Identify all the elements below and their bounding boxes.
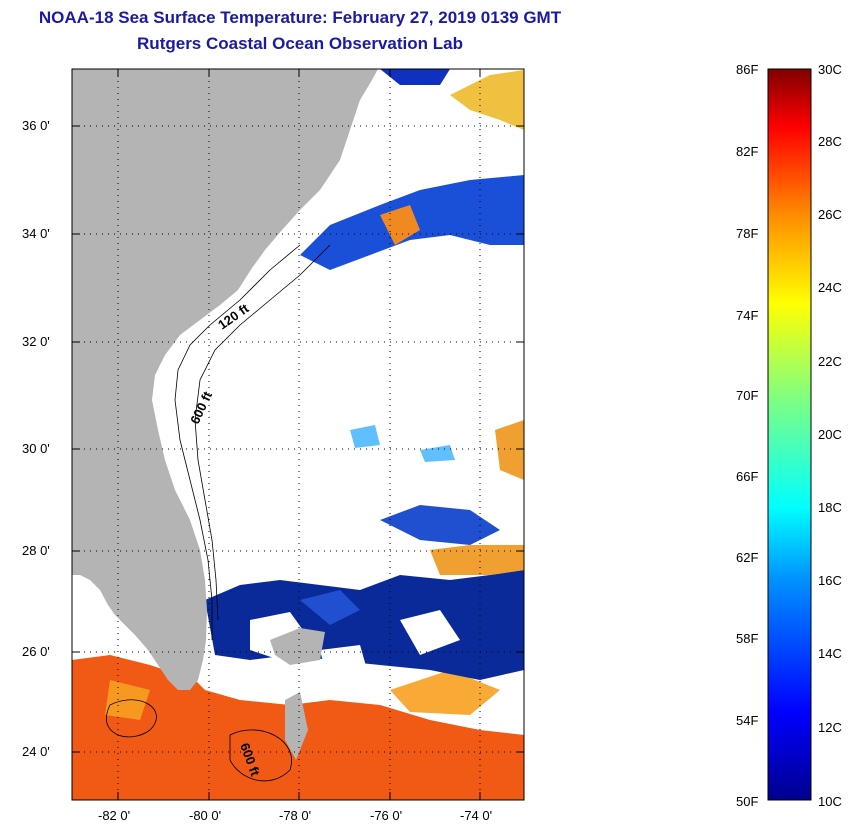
lon-label: -80 0' xyxy=(189,808,221,823)
colorbar-f-label: 62F xyxy=(736,550,758,565)
colorbar-c-label: 12C xyxy=(818,720,842,735)
colorbar-c-label: 22C xyxy=(818,354,842,369)
orange-patches-east xyxy=(430,420,524,575)
color-bar xyxy=(767,68,812,801)
land-mainland xyxy=(72,69,378,690)
lon-label: -82 0' xyxy=(98,808,130,823)
mid-patches xyxy=(350,425,455,462)
land-bahamas xyxy=(270,628,325,760)
warm-patch-north xyxy=(380,205,420,245)
lon-label: -76 0' xyxy=(370,808,402,823)
lon-label: -78 0' xyxy=(279,808,311,823)
lat-label: 34 0' xyxy=(22,226,50,241)
colorbar-f-label: 54F xyxy=(736,713,758,728)
colorbar-c-label: 26C xyxy=(818,207,842,222)
lat-label: 30 0' xyxy=(22,441,50,456)
lat-label: 24 0' xyxy=(22,744,50,759)
colorbar-f-label: 70F xyxy=(736,388,758,403)
colorbar-c-label: 16C xyxy=(818,573,842,588)
colorbar-f-label: 82F xyxy=(736,144,758,159)
colorbar-c-label: 24C xyxy=(818,280,842,295)
colorbar-c-label: 30C xyxy=(818,62,842,77)
colorbar-f-label: 78F xyxy=(736,226,758,241)
colorbar-f-label: 66F xyxy=(736,469,758,484)
axis-ticks xyxy=(72,69,524,800)
colorbar-f-label: 74F xyxy=(736,308,758,323)
map-subtitle: Rutgers Coastal Ocean Observation Lab xyxy=(137,34,463,53)
bathymetry-contours xyxy=(106,244,331,782)
ne-corner-warm xyxy=(450,70,524,130)
colorbar-f-label: 86F xyxy=(736,62,758,77)
lat-label: 32 0' xyxy=(22,334,50,349)
lon-label: -74 0' xyxy=(460,808,492,823)
map-title: NOAA-18 Sea Surface Temperature: Februar… xyxy=(38,8,562,27)
blue-patches xyxy=(300,505,500,625)
lat-label: 36 0' xyxy=(22,118,50,133)
lat-label: 28 0' xyxy=(22,543,50,558)
colorbar-c-label: 10C xyxy=(818,794,842,809)
colorbar-c-label: 20C xyxy=(818,427,842,442)
colorbar-f-label: 58F xyxy=(736,631,758,646)
colorbar-c-label: 18C xyxy=(818,500,842,515)
colorbar-f-label: 50F xyxy=(736,794,758,809)
ne-corner-cold xyxy=(380,69,450,85)
colorbar-c-label: 28C xyxy=(818,134,842,149)
colorbar-c-label: 14C xyxy=(818,646,842,661)
lat-label: 26 0' xyxy=(22,644,50,659)
